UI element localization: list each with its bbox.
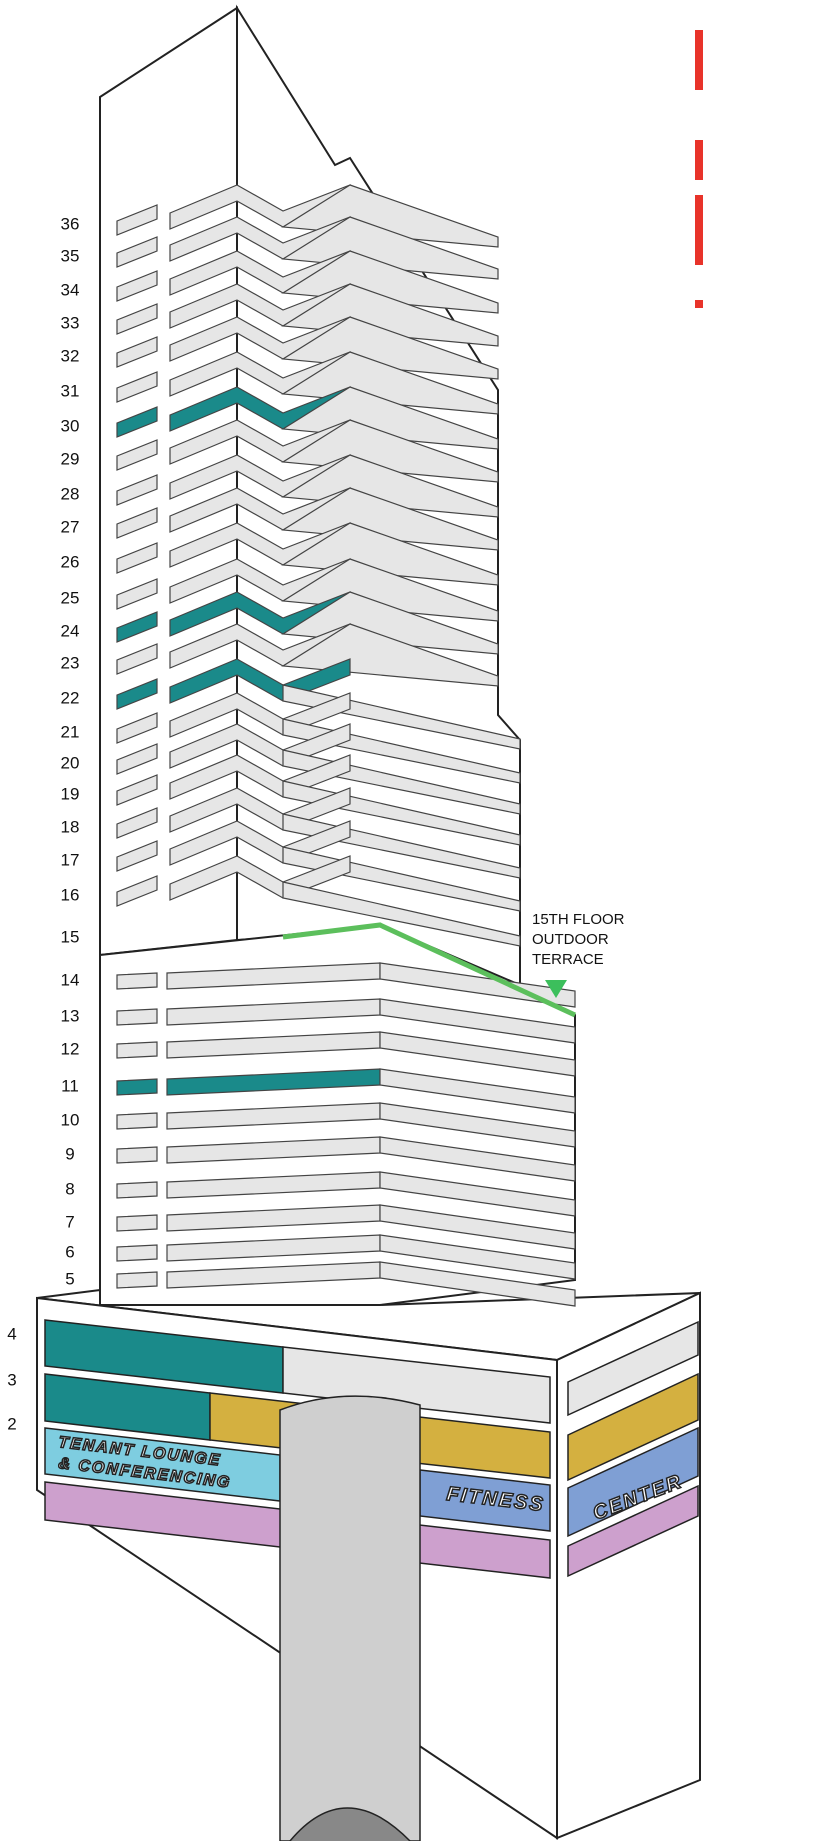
- floor-label: 7: [65, 1212, 74, 1231]
- terrace-label: 15TH FLOOR: [532, 911, 625, 928]
- floor-label: 36: [61, 214, 80, 233]
- floor-label: 31: [61, 381, 80, 400]
- terrace-label: OUTDOOR: [532, 931, 609, 948]
- floor-label: 32: [61, 346, 80, 365]
- window-band: [117, 1009, 157, 1025]
- window-band: [117, 1042, 157, 1058]
- floor-label: 30: [61, 416, 80, 435]
- title-block: [695, 300, 703, 308]
- entrance-cylinder: [280, 1396, 420, 1841]
- floor-label: 11: [61, 1076, 79, 1095]
- floor-label: 5: [65, 1269, 74, 1288]
- window-band: [117, 1245, 157, 1261]
- title-block: [695, 30, 703, 90]
- floor-label: 33: [61, 313, 80, 332]
- floor-label: 22: [61, 688, 80, 707]
- floor-label: 10: [61, 1110, 80, 1129]
- floor-labels: 3635343332313029282726252423222120191817…: [7, 214, 79, 1433]
- floor-label: 13: [61, 1006, 80, 1025]
- window-band: [117, 1182, 157, 1198]
- floor-label: 3: [7, 1370, 16, 1389]
- title-fragment: [695, 30, 703, 308]
- floor-label: 26: [61, 552, 80, 571]
- window-band: [117, 1147, 157, 1163]
- terrace-label: TERRACE: [532, 951, 604, 968]
- floor-label: 6: [65, 1242, 74, 1261]
- floor-label: 29: [61, 449, 80, 468]
- floor-label: 20: [61, 753, 80, 772]
- floor-label: 8: [65, 1179, 74, 1198]
- floor-label: 4: [7, 1324, 16, 1343]
- floor-label: 25: [61, 588, 80, 607]
- title-block: [695, 140, 703, 180]
- floor-label: 16: [61, 885, 80, 904]
- floor-label: 19: [61, 784, 80, 803]
- floor-label: 2: [7, 1414, 16, 1433]
- floor-label: 28: [61, 484, 80, 503]
- window-band: [117, 1113, 157, 1129]
- floor-label: 18: [61, 817, 80, 836]
- window-band: [117, 1215, 157, 1231]
- floor-label: 14: [61, 970, 80, 989]
- floor-label: 21: [61, 722, 80, 741]
- floor-label: 35: [61, 246, 80, 265]
- floor-label: 24: [61, 621, 80, 640]
- floor-label: 15: [61, 927, 80, 946]
- floor-label: 23: [61, 653, 80, 672]
- window-band: [117, 1272, 157, 1288]
- title-block: [695, 195, 703, 265]
- floor-label: 27: [61, 517, 80, 536]
- floor-label: 9: [65, 1144, 74, 1163]
- window-band: [117, 973, 157, 989]
- floor-label: 34: [61, 280, 80, 299]
- floor-label: 17: [61, 850, 80, 869]
- window-band: [117, 1079, 157, 1095]
- building-diagram: TENANT LOUNGE & CONFERENCING FITNESS CEN…: [0, 0, 825, 1841]
- floor-label: 12: [61, 1039, 80, 1058]
